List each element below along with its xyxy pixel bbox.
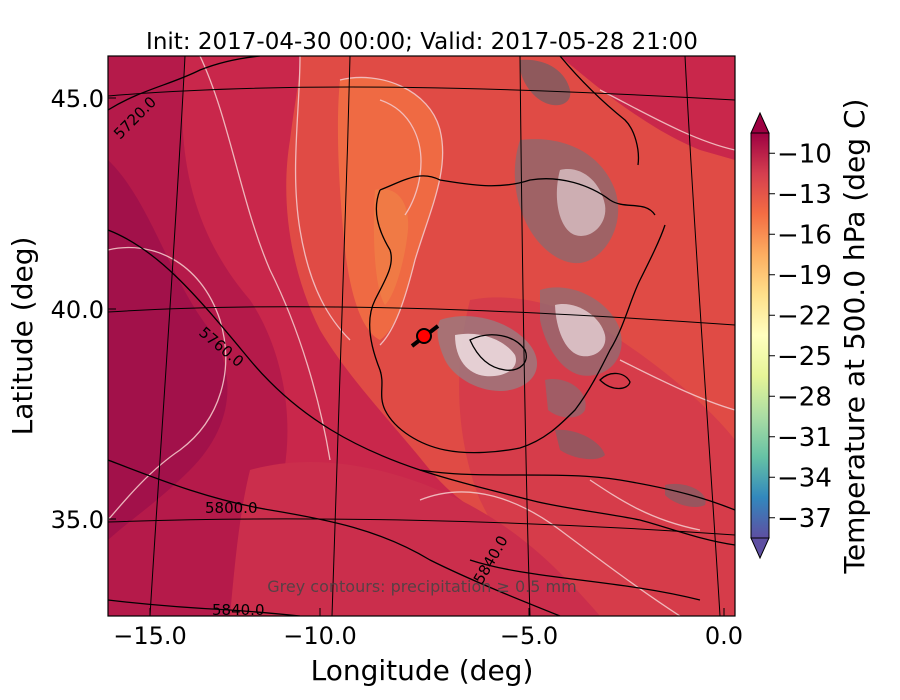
colorbar-tick-label: −13 bbox=[777, 180, 832, 210]
colorbar-tick-label: −16 bbox=[777, 220, 832, 250]
x-tick-label: −10.0 bbox=[283, 622, 357, 650]
x-axis: −15.0 −10.0 −5.0 0.0 Longitude (deg) bbox=[113, 608, 743, 687]
temperature-field bbox=[108, 56, 735, 616]
colorbar-tick-label: −22 bbox=[777, 301, 832, 331]
x-tick-label: −5.0 bbox=[500, 622, 558, 650]
x-tick-label: 0.0 bbox=[705, 622, 743, 650]
colorbar-body bbox=[750, 132, 770, 539]
colorbar-tick-label: −31 bbox=[777, 423, 832, 453]
colorbar-tick-label: −19 bbox=[777, 261, 832, 291]
coastlines bbox=[368, 56, 735, 601]
temperature-isolines bbox=[108, 56, 735, 616]
x-axis-label: Longitude (deg) bbox=[311, 654, 534, 687]
colorbar-tick-label: −28 bbox=[777, 382, 832, 412]
geopotential-contours bbox=[108, 56, 735, 616]
y-tick-label: 40.0 bbox=[51, 296, 104, 324]
colorbar: −10 −13 −16 −19 −22 −25 −28 −31 −34 −37 Temperatu… bbox=[750, 99, 871, 575]
y-axis: 45.0 40.0 35.0 Latitude (deg) bbox=[6, 85, 116, 534]
contour-label-5840-b: 5840.0 bbox=[212, 601, 265, 619]
colorbar-extend-bottom bbox=[750, 537, 770, 560]
location-marker bbox=[410, 324, 440, 348]
y-tick-label: 45.0 bbox=[51, 85, 104, 113]
y-axis-label: Latitude (deg) bbox=[6, 237, 39, 436]
figure-title: Init: 2017-04-30 00:00; Valid: 2017-05-2… bbox=[146, 29, 698, 55]
y-tick-label: 35.0 bbox=[51, 506, 104, 534]
colorbar-label: Temperature at 500.0 hPa (deg C) bbox=[838, 99, 871, 575]
x-tick-label: −15.0 bbox=[113, 622, 187, 650]
precip-annotation: Grey contours: precipitation ≥ 0.5 mm bbox=[267, 577, 576, 596]
graticule bbox=[108, 56, 735, 616]
colorbar-tick-label: −10 bbox=[777, 139, 832, 169]
colorbar-tick-label: −37 bbox=[777, 504, 832, 534]
colorbar-tick-label: −34 bbox=[777, 463, 832, 493]
contour-label-5800: 5800.0 bbox=[205, 499, 258, 517]
precipitation-areas bbox=[437, 59, 706, 507]
plot-frame bbox=[107, 55, 736, 617]
colorbar-extend-top bbox=[750, 111, 770, 134]
colorbar-tick-label: −25 bbox=[777, 342, 832, 372]
